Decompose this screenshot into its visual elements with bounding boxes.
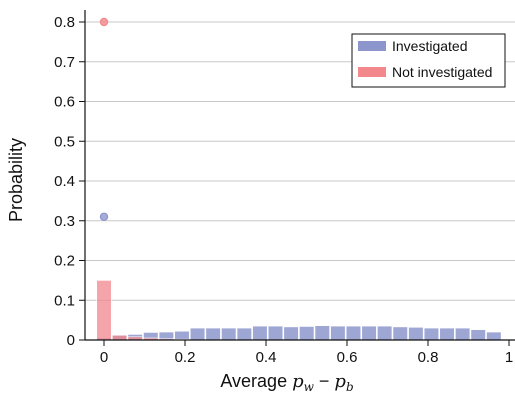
bar-investigated	[236, 327, 252, 341]
x-axis-label-sub2: b	[346, 380, 354, 394]
bar-investigated	[267, 325, 284, 341]
y-tick-label: 0.5	[54, 133, 75, 150]
x-axis-label-var1: p	[292, 371, 304, 392]
bar-investigated	[205, 327, 221, 341]
histogram-bars	[96, 280, 502, 341]
point-investigated	[99, 212, 109, 221]
x-axis-label-var2: p	[334, 371, 346, 392]
bar-investigated	[189, 327, 206, 341]
y-tick-label: 0	[67, 332, 75, 349]
bar-investigated	[455, 327, 471, 341]
x-tick-label: 0	[100, 349, 108, 366]
bar-investigated	[252, 325, 268, 341]
x-tick-label: 0.2	[175, 349, 196, 366]
x-axis-label-sub1: w	[304, 380, 315, 394]
bar-investigated	[423, 327, 440, 341]
y-tick-label: 0.3	[54, 213, 75, 230]
axes	[84, 10, 515, 341]
y-tick-label: 0.7	[54, 54, 75, 71]
bar-investigated	[486, 331, 502, 341]
y-tick-label: 0.2	[54, 253, 75, 270]
point-not-investigated	[99, 17, 109, 27]
y-tick-label: 0.4	[54, 173, 75, 190]
y-tick-label: 0.6	[54, 94, 75, 111]
y-tick-label: 0.8	[54, 14, 75, 31]
bar-investigated	[314, 325, 330, 341]
grid-lines	[85, 21, 515, 301]
bar-investigated	[408, 326, 424, 341]
bar-investigated	[392, 326, 408, 341]
bar-investigated	[330, 325, 346, 341]
y-axis-label: Probability	[6, 138, 26, 222]
bar-not-investigated	[96, 280, 112, 341]
legend: Investigated Not investigated	[351, 33, 506, 88]
bar-investigated	[361, 325, 377, 341]
x-axis-label: Average pw − pb	[220, 371, 353, 394]
x-tick-label: 0.4	[256, 349, 277, 366]
bar-not-investigated	[111, 334, 128, 341]
bar-investigated	[221, 327, 237, 341]
bar-investigated	[470, 329, 486, 341]
x-tick-label: 1	[505, 349, 513, 366]
point-masses	[99, 17, 109, 221]
bar-investigated	[345, 325, 362, 341]
tick-labels: 0 0.1 0.2 0.3 0.4 0.5 0.6 0.7 0.8 0 0.2 0.4 0.6 0.8 1	[54, 14, 513, 366]
x-axis-label-op: −	[314, 371, 335, 391]
bar-investigated	[439, 327, 455, 341]
x-tick-label: 0.6	[337, 349, 358, 366]
legend-swatch-investigated	[358, 41, 386, 51]
bar-investigated	[377, 325, 393, 341]
bar-investigated	[174, 330, 190, 341]
legend-label-not-investigated: Not investigated	[392, 64, 492, 80]
bar-investigated	[283, 326, 299, 341]
legend-swatch-not-investigated	[358, 67, 386, 77]
y-tick-label: 0.1	[54, 292, 75, 309]
bar-investigated	[299, 326, 315, 341]
x-axis-label-prefix: Average	[220, 371, 292, 391]
legend-label-investigated: Investigated	[392, 38, 468, 54]
x-tick-label: 0.8	[418, 349, 439, 366]
